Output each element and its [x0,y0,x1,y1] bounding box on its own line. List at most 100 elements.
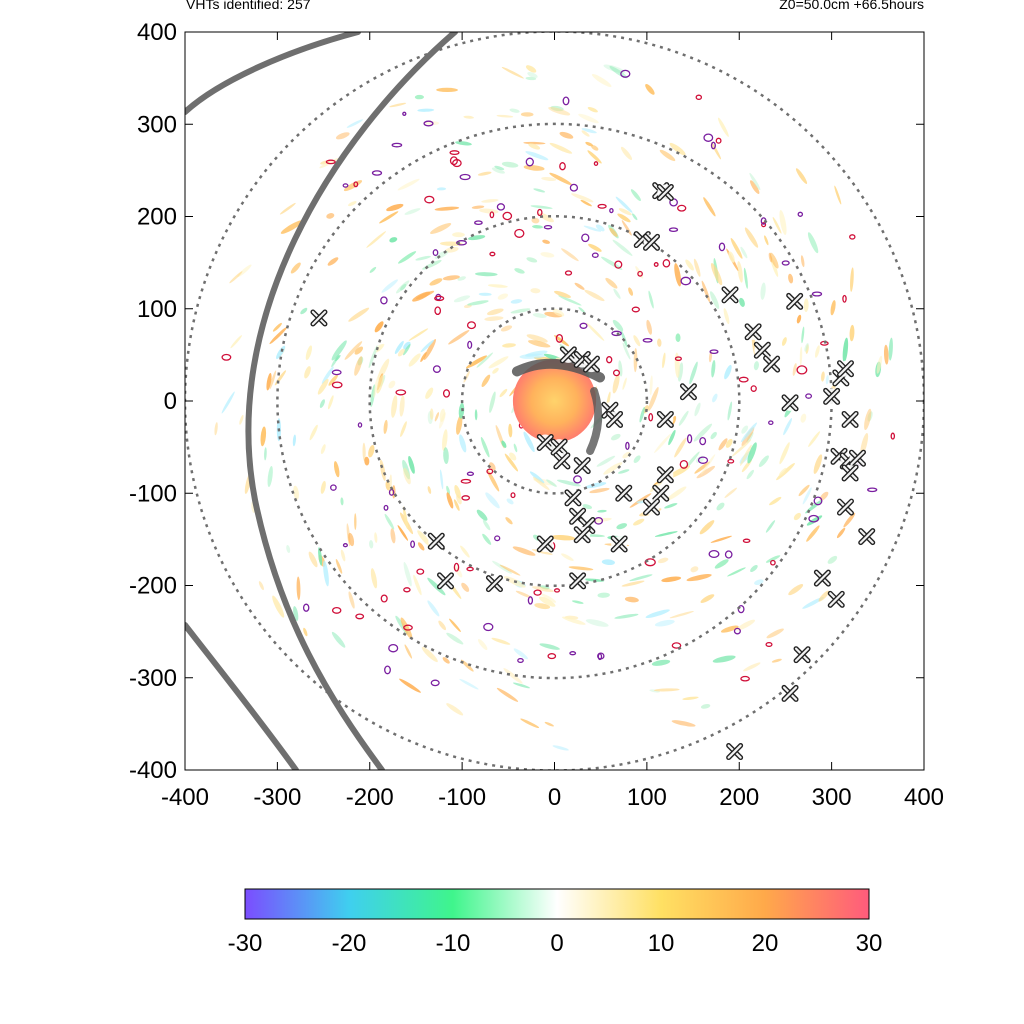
y-tick-label: 300 [137,111,177,138]
field-streak [805,499,823,514]
colorbar-tick-label: -20 [332,930,367,957]
vht-marker [569,572,587,590]
contour-loop [842,294,847,303]
vht-marker [536,535,554,553]
vht-marker [781,684,799,702]
field-streak [540,252,555,258]
field-streak [417,108,435,112]
field-streak [269,326,288,345]
field-streak [477,171,492,176]
field-streak [727,567,746,577]
field-streak [403,561,412,587]
field-streak [696,465,716,479]
field-streak [394,340,404,354]
field-streak [769,496,782,506]
field-streak [396,280,410,294]
field-streak [750,180,760,194]
field-streak [799,346,803,366]
y-tick-label: 100 [137,296,177,323]
vht-marker [485,575,503,593]
contour-loop [353,181,359,188]
field-streak [724,364,732,380]
contour-loop [403,587,411,593]
contour-loop [703,133,714,142]
contour-loop [460,478,472,484]
field-streak [354,346,364,355]
vht-marker [813,569,831,587]
field-streak [340,549,346,562]
contour-loop [489,211,495,219]
field-streak [280,220,304,234]
field-streak [335,132,350,140]
field-streak [413,574,422,596]
y-tick-label: -300 [129,665,177,692]
field-streak [391,395,398,418]
vht-marker [652,484,670,502]
field-streak [520,112,534,117]
field-streak [377,358,390,381]
field-streak [700,594,715,603]
field-streak [343,180,363,192]
field-streak [446,703,464,716]
field-streak [258,581,264,591]
field-streak [669,610,694,619]
field-streak [530,205,553,209]
y-tick-label: -200 [129,573,177,600]
field-streak [514,268,525,274]
contour-loop [527,596,534,605]
field-streak [649,689,661,693]
contour-loop [642,337,653,343]
field-streak [612,239,633,256]
contour-loop [466,471,475,477]
field-streak [414,94,424,100]
field-streak [587,107,598,113]
contour-loop [796,365,808,375]
vht-marker [836,360,854,378]
contour-loop [609,207,614,214]
field-streak [442,275,460,281]
field-streak [481,199,499,203]
field-streak [601,559,615,566]
field-streak [796,314,802,324]
field-streak [347,201,357,207]
field-streak [436,187,447,191]
contour-loop [742,538,751,544]
contour-loop [620,69,631,78]
vht-marker [763,355,781,373]
field-streak [772,217,782,234]
field-streak [460,545,470,558]
contour-loop [466,321,477,330]
field-streak [318,547,323,566]
field-streak [603,462,623,475]
field-streak [331,631,346,648]
eyewall-marker-band [511,358,606,383]
field-streak [686,574,712,582]
field-streak [508,423,513,438]
field-streak [727,401,733,421]
field-streak [568,566,594,571]
field-streak [489,391,496,413]
field-streak [639,407,645,423]
field-streak [455,141,472,146]
field-streak [476,509,488,521]
field-streak [526,257,538,263]
field-streak [645,84,655,95]
field-streak [503,668,523,684]
field-streak [539,643,560,650]
field-streak [542,239,550,244]
field-streak [374,532,378,543]
field-streak [690,566,699,573]
field-streak [654,619,675,627]
field-streak [502,343,516,348]
field-streak [682,696,699,701]
field-streak [323,560,329,587]
field-streak [581,128,597,134]
field-streak [766,628,784,639]
field-streak [554,290,571,298]
field-streak [813,454,823,474]
field-streak [883,344,889,365]
contour-loop [395,389,407,396]
vht-marker [582,355,600,373]
field-streak [711,359,716,378]
field-streak [463,115,474,119]
